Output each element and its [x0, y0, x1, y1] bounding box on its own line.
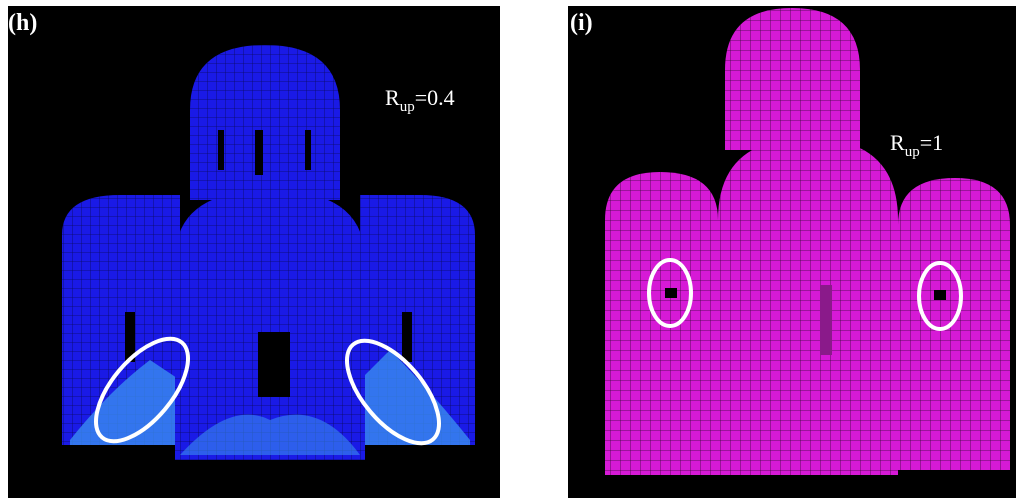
- annotation-value: =1: [920, 130, 943, 155]
- central-dome: [718, 138, 898, 475]
- opening: [218, 130, 224, 170]
- annotation-subscript: up: [400, 99, 415, 115]
- upper-dome: [725, 8, 860, 150]
- window: [665, 288, 677, 298]
- central-dome: [175, 190, 365, 460]
- window: [820, 285, 832, 355]
- right-wing: [898, 178, 1010, 470]
- figure: (h) Rup=0.4 (i) Rup=1: [0, 0, 1029, 504]
- panel-label: (h): [8, 10, 37, 36]
- window: [402, 312, 412, 362]
- annotation-subscript: up: [905, 144, 920, 160]
- annotation-value: =0.4: [415, 85, 455, 110]
- annotation-base: R: [890, 130, 905, 155]
- opening: [255, 130, 263, 175]
- panel-i: (i) Rup=1: [568, 6, 1016, 498]
- door: [258, 332, 290, 397]
- window: [934, 290, 946, 300]
- panel-label: (i): [570, 10, 593, 36]
- upper-dome: [190, 45, 340, 200]
- opening: [305, 130, 311, 170]
- panel-h: (h) Rup=0.4: [8, 6, 500, 498]
- annotation-base: R: [385, 85, 400, 110]
